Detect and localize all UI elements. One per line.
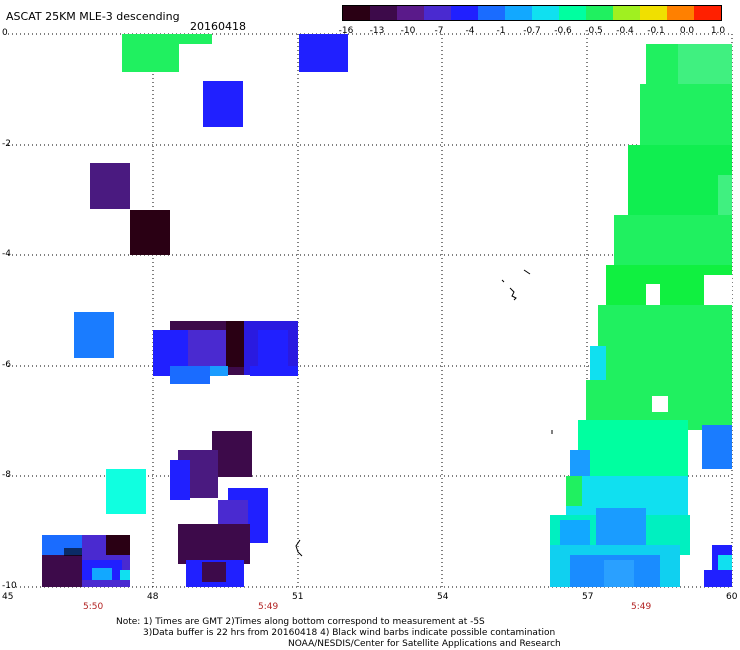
- colorbar-label: -13: [369, 26, 385, 36]
- colorbar-label: -0.4: [616, 26, 634, 36]
- colorbar-ticks: -16 -13 -10 -7 -4 -1 -0.7 -0.6 -0.5 -0.4 -0.1 0.0 1.…: [338, 26, 726, 38]
- footer-note-3: NOAA/NESDIS/Center for Satellite Applica…: [288, 639, 561, 649]
- colorbar-swatch: [478, 6, 505, 20]
- colorbar-label: -0.6: [554, 26, 572, 36]
- map-date: 20160418: [190, 20, 246, 33]
- cluster-corner: [42, 535, 130, 587]
- data-cell: [122, 34, 179, 72]
- colorbar-label: -0.7: [523, 26, 541, 36]
- data-cell: [90, 163, 130, 209]
- time-label: 5:49: [258, 602, 279, 612]
- colorbar-label: -16: [338, 26, 354, 36]
- colorbar-swatch: [667, 6, 694, 20]
- x-tick: 57: [582, 592, 594, 602]
- colorbar-label: -10: [400, 26, 416, 36]
- x-tick: 45: [2, 592, 14, 602]
- x-tick: 48: [147, 592, 159, 602]
- colorbar: [342, 5, 722, 21]
- time-label: 5:49: [631, 602, 652, 612]
- x-tick: 60: [726, 592, 738, 602]
- colorbar-swatch: [451, 6, 478, 20]
- y-tick: 0: [2, 28, 8, 38]
- colorbar-swatch: [640, 6, 667, 20]
- x-tick: 54: [437, 592, 449, 602]
- colorbar-label: 0.0: [679, 26, 695, 36]
- data-cell: [299, 34, 348, 72]
- footer-note-2: 3)Data buffer is 22 hrs from 20160418 4)…: [143, 628, 556, 638]
- cluster-center: [153, 321, 298, 384]
- colorbar-swatch: [397, 6, 424, 20]
- colorbar-swatch: [586, 6, 613, 20]
- colorbar-swatch: [559, 6, 586, 20]
- data-cell: [130, 210, 170, 255]
- x-tick: 51: [292, 592, 304, 602]
- y-tick: -4: [2, 249, 11, 259]
- colorbar-label: 1.0: [710, 26, 726, 36]
- data-cell: [203, 81, 243, 127]
- colorbar-swatch: [532, 6, 559, 20]
- data-cell: [74, 312, 114, 358]
- y-tick: -10: [2, 581, 17, 591]
- colorbar-label: -7: [434, 26, 444, 36]
- islands: [295, 269, 553, 557]
- colorbar-swatch: [370, 6, 397, 20]
- colorbar-label: -0.1: [647, 26, 665, 36]
- map-title: ASCAT 25KM MLE-3 descending: [6, 10, 180, 23]
- y-tick: -2: [2, 139, 11, 149]
- time-label: 5:50: [83, 602, 104, 612]
- colorbar-swatch: [694, 6, 721, 20]
- y-tick: -8: [2, 470, 11, 480]
- colorbar-swatch: [424, 6, 451, 20]
- colorbar-swatch: [343, 6, 370, 20]
- green-swath: [550, 44, 732, 587]
- colorbar-label: -1: [496, 26, 506, 36]
- cluster-lower: [106, 431, 268, 587]
- colorbar-swatch: [505, 6, 532, 20]
- footer-note-1: Note: 1) Times are GMT 2)Times along bot…: [116, 617, 485, 627]
- colorbar-label: -0.5: [585, 26, 603, 36]
- colorbar-swatch: [613, 6, 640, 20]
- y-tick: -6: [2, 360, 11, 370]
- colorbar-label: -4: [465, 26, 475, 36]
